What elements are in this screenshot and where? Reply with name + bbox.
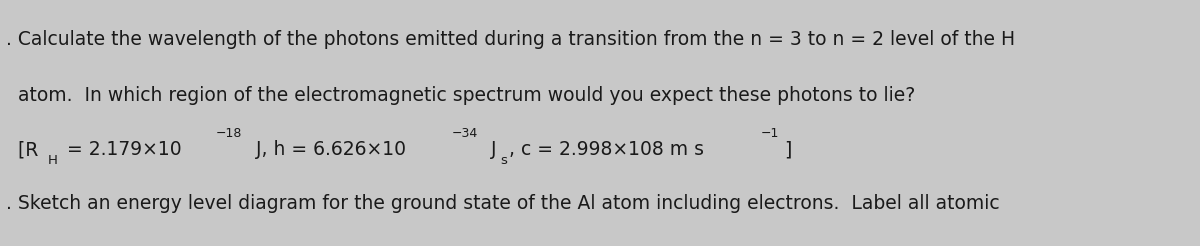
Text: , c = 2.998×108 m s: , c = 2.998×108 m s [509,140,704,159]
Text: s: s [500,154,508,167]
Text: J, h = 6.626×10: J, h = 6.626×10 [250,140,406,159]
Text: H: H [48,154,58,167]
Text: J: J [485,140,497,159]
Text: [R: [R [6,140,38,159]
Text: . Sketch an energy level diagram for the ground state of the Al atom including e: . Sketch an energy level diagram for the… [6,194,1000,213]
Text: −34: −34 [451,127,478,140]
Text: atom.  In which region of the electromagnetic spectrum would you expect these ph: atom. In which region of the electromagn… [6,86,916,105]
Text: −18: −18 [216,127,242,140]
Text: −1: −1 [761,127,779,140]
Text: ]: ] [785,140,792,159]
Text: . Calculate the wavelength of the photons emitted during a transition from the n: . Calculate the wavelength of the photon… [6,30,1015,48]
Text: = 2.179×10: = 2.179×10 [60,140,181,159]
